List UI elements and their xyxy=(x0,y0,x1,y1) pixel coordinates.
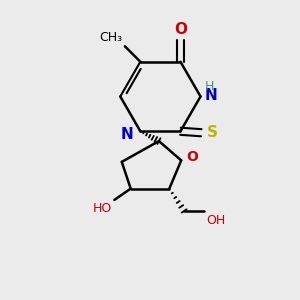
Text: CH₃: CH₃ xyxy=(99,31,122,44)
Text: HO: HO xyxy=(93,202,112,215)
Text: O: O xyxy=(187,150,198,164)
Text: OH: OH xyxy=(206,214,225,227)
Text: H: H xyxy=(205,80,214,93)
Text: S: S xyxy=(207,125,218,140)
Text: O: O xyxy=(174,22,187,37)
Text: N: N xyxy=(205,88,218,103)
Text: N: N xyxy=(121,127,134,142)
